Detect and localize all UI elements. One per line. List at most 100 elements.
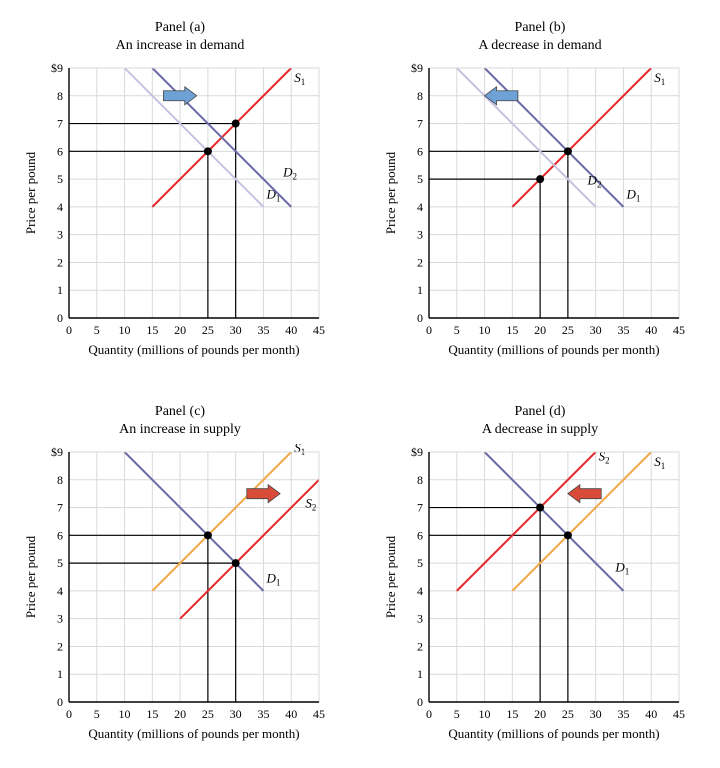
y-axis-label: Price per pound: [23, 151, 38, 234]
panel-subtitle: An increase in demand: [116, 38, 245, 54]
ytick: 5: [417, 556, 423, 570]
xtick: 25: [202, 707, 214, 721]
xtick: 40: [285, 707, 297, 721]
ytick: 4: [57, 200, 63, 214]
panel-title: Panel (a): [155, 20, 205, 36]
xtick: 30: [230, 707, 242, 721]
ytick: 4: [417, 584, 423, 598]
panel-title: Panel (c): [155, 404, 205, 420]
xtick: 40: [285, 323, 297, 337]
panel-title: Panel (b): [515, 20, 566, 36]
ytick: 8: [57, 473, 63, 487]
ytick: 4: [417, 200, 423, 214]
ytick: $9: [411, 445, 423, 459]
chart: S1D1D2012345678$9051015202530354045Price…: [21, 60, 339, 364]
xtick: 5: [454, 707, 460, 721]
xtick: 15: [506, 323, 518, 337]
xtick: 35: [257, 323, 269, 337]
ytick: 1: [57, 283, 63, 297]
equilibrium-point: [564, 147, 572, 155]
xtick: 10: [479, 707, 491, 721]
ytick: 0: [417, 695, 423, 709]
xtick: 40: [645, 707, 657, 721]
xtick: 0: [66, 323, 72, 337]
ytick: $9: [411, 61, 423, 75]
xtick: 40: [645, 323, 657, 337]
ytick: 6: [417, 144, 423, 158]
equilibrium-point: [536, 175, 544, 183]
ytick: 3: [57, 612, 63, 626]
ytick: 0: [57, 695, 63, 709]
xtick: 5: [94, 707, 100, 721]
ytick: 3: [417, 228, 423, 242]
xtick: 5: [454, 323, 460, 337]
ytick: 7: [417, 501, 423, 515]
ytick: 1: [57, 667, 63, 681]
xtick: 20: [534, 323, 546, 337]
panel-subtitle: A decrease in demand: [478, 38, 601, 54]
ytick: 6: [57, 528, 63, 542]
xtick: 15: [506, 707, 518, 721]
xtick: 20: [174, 707, 186, 721]
xtick: 10: [119, 323, 131, 337]
ytick: 0: [417, 311, 423, 325]
ytick: 8: [57, 89, 63, 103]
equilibrium-point: [232, 559, 240, 567]
ytick: 4: [57, 584, 63, 598]
ytick: 5: [417, 172, 423, 186]
xtick: 45: [313, 323, 325, 337]
panel-a: Panel (a)An increase in demandS1D1D20123…: [10, 20, 350, 364]
ytick: 2: [57, 639, 63, 653]
equilibrium-point: [536, 504, 544, 512]
xtick: 45: [673, 323, 685, 337]
xtick: 30: [590, 323, 602, 337]
ytick: 3: [417, 612, 423, 626]
xtick: 30: [590, 707, 602, 721]
xtick: 35: [617, 323, 629, 337]
curve-label-S2: S2: [599, 448, 610, 465]
chart: D1S1S2012345678$9051015202530354045Price…: [21, 444, 339, 748]
ytick: 5: [57, 556, 63, 570]
y-axis-label: Price per pound: [383, 151, 398, 234]
xtick: 45: [673, 707, 685, 721]
xtick: 25: [202, 323, 214, 337]
ytick: 1: [417, 283, 423, 297]
x-axis-label: Quantity (millions of pounds per month): [88, 726, 299, 741]
panel-title: Panel (d): [515, 404, 566, 420]
xtick: 0: [426, 707, 432, 721]
chart: D1S1S2012345678$9051015202530354045Price…: [381, 444, 699, 748]
ytick: 8: [417, 89, 423, 103]
panel-b: Panel (b)A decrease in demandS1D1D201234…: [370, 20, 710, 364]
xtick: 20: [174, 323, 186, 337]
xtick: 10: [119, 707, 131, 721]
xtick: 10: [479, 323, 491, 337]
ytick: 2: [57, 255, 63, 269]
y-axis-label: Price per pound: [23, 535, 38, 618]
xtick: 15: [146, 707, 158, 721]
xtick: 25: [562, 323, 574, 337]
xtick: 15: [146, 323, 158, 337]
ytick: 1: [417, 667, 423, 681]
xtick: 0: [426, 323, 432, 337]
xtick: 35: [617, 707, 629, 721]
y-axis-label: Price per pound: [383, 535, 398, 618]
ytick: 0: [57, 311, 63, 325]
ytick: 2: [417, 639, 423, 653]
ytick: 7: [57, 501, 63, 515]
ytick: $9: [51, 61, 63, 75]
ytick: 3: [57, 228, 63, 242]
ytick: 8: [417, 473, 423, 487]
panel-subtitle: An increase in supply: [119, 422, 241, 438]
x-axis-label: Quantity (millions of pounds per month): [448, 342, 659, 357]
xtick: 0: [66, 707, 72, 721]
xtick: 45: [313, 707, 325, 721]
ytick: 6: [417, 528, 423, 542]
equilibrium-point: [204, 531, 212, 539]
x-axis-label: Quantity (millions of pounds per month): [88, 342, 299, 357]
ytick: 7: [417, 117, 423, 131]
ytick: 7: [57, 117, 63, 131]
ytick: $9: [51, 445, 63, 459]
equilibrium-point: [204, 147, 212, 155]
equilibrium-point: [564, 531, 572, 539]
panel-c: Panel (c)An increase in supplyD1S1S20123…: [10, 404, 350, 748]
